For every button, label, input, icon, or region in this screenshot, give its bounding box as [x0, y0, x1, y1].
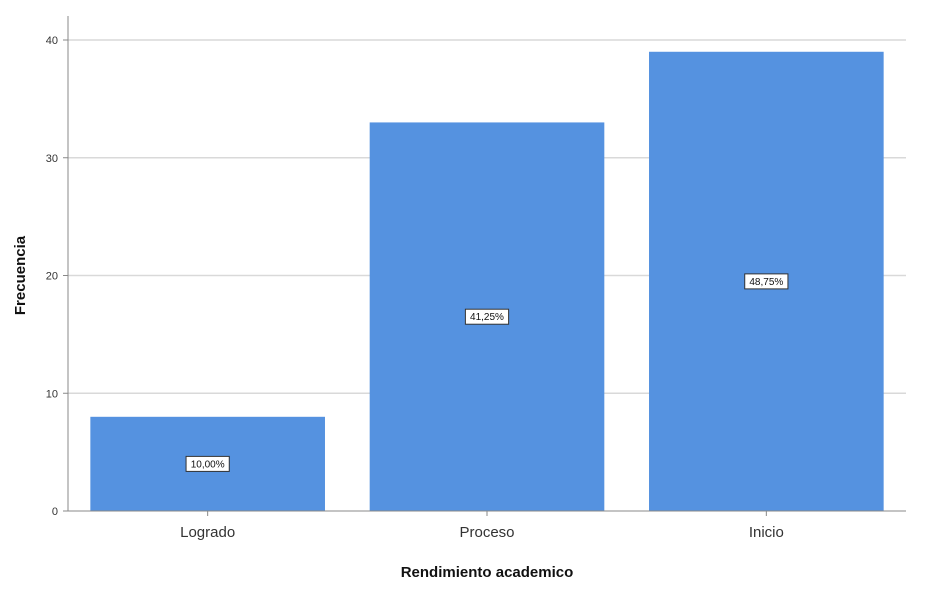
- data-label: 41,25%: [470, 312, 504, 323]
- data-label-box: [744, 273, 789, 290]
- x-tick-label: Inicio: [749, 524, 784, 541]
- x-axis-title: Rendimiento academico: [401, 564, 574, 581]
- x-tick-label: Logrado: [180, 524, 235, 541]
- y-tick-label: 20: [46, 271, 58, 283]
- data-label: 48,75%: [749, 277, 783, 288]
- y-tick-label: 10: [46, 388, 58, 400]
- bars: 10,00% 41,25% 48,75%: [90, 51, 884, 512]
- y-tick-label: 0: [52, 506, 58, 518]
- y-axis-title: Frecuencia: [12, 235, 29, 315]
- y-axis-ticks: 0 10 20 30 40: [46, 35, 68, 518]
- data-label: 10,00%: [191, 459, 225, 470]
- data-label-box: [185, 455, 230, 472]
- data-label-box: [464, 308, 510, 325]
- x-axis-tick-labels: Logrado Proceso Inicio: [180, 511, 784, 541]
- x-tick-label: Proceso: [459, 524, 514, 541]
- y-tick-label: 40: [46, 35, 58, 47]
- y-tick-label: 30: [46, 153, 58, 165]
